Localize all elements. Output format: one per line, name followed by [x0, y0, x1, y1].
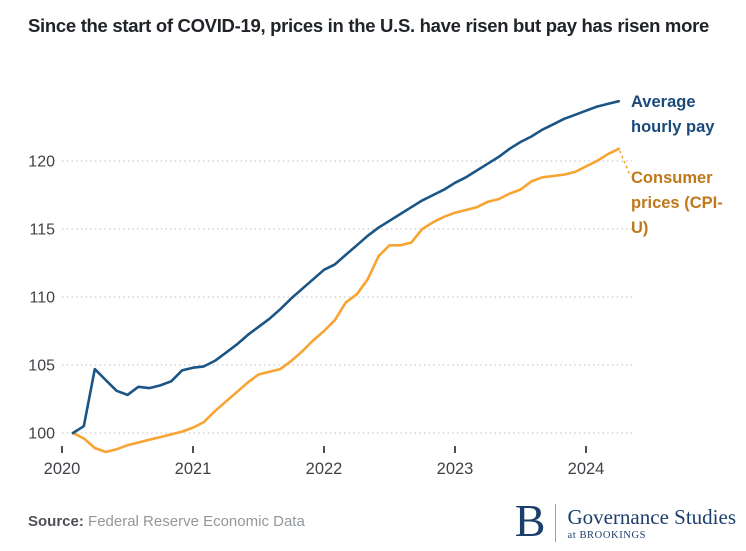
x-tick-label-2021: 2021 — [175, 460, 212, 478]
x-tick-label-2022: 2022 — [306, 460, 343, 478]
line-chart-plot: 100 105 110 115 120 2020 2021 2022 2023 2024 — [28, 99, 633, 478]
legend-label-consumer-prices-cpiu: Consumer prices (CPI-U) — [631, 169, 723, 237]
y-tick-label-100: 100 — [28, 426, 55, 443]
y-tick-label-115: 115 — [29, 222, 55, 239]
y-tick-label-120: 120 — [28, 154, 55, 171]
x-tick-label-2024: 2024 — [568, 460, 605, 478]
chart-title: Since the start of COVID-19, prices in t… — [28, 15, 709, 36]
source-text: Federal Reserve Economic Data — [88, 513, 305, 530]
logo-text-block: Governance Studies at BROOKINGS — [567, 506, 736, 541]
brookings-b-mark: B — [514, 495, 546, 546]
cpi-line — [71, 147, 621, 454]
source-note: Source: Federal Reserve Economic Data — [28, 513, 305, 530]
y-tick-label-105: 105 — [28, 358, 55, 375]
logo-governance-studies: Governance Studies — [567, 504, 736, 529]
x-tick-label-2023: 2023 — [437, 460, 474, 478]
cpi-leader-line — [619, 150, 631, 176]
logo-divider — [555, 504, 557, 542]
logo-at-brookings: at BROOKINGS — [567, 529, 647, 541]
brookings-logo: B Governance Studies at BROOKINGS — [514, 495, 736, 546]
pay-line — [71, 99, 621, 435]
source-label: Source: — [28, 513, 84, 530]
x-tick-label-2020: 2020 — [44, 460, 81, 478]
legend-label-average-hourly-pay: Average hourly pay — [631, 93, 715, 136]
y-tick-label-110: 110 — [29, 290, 55, 307]
